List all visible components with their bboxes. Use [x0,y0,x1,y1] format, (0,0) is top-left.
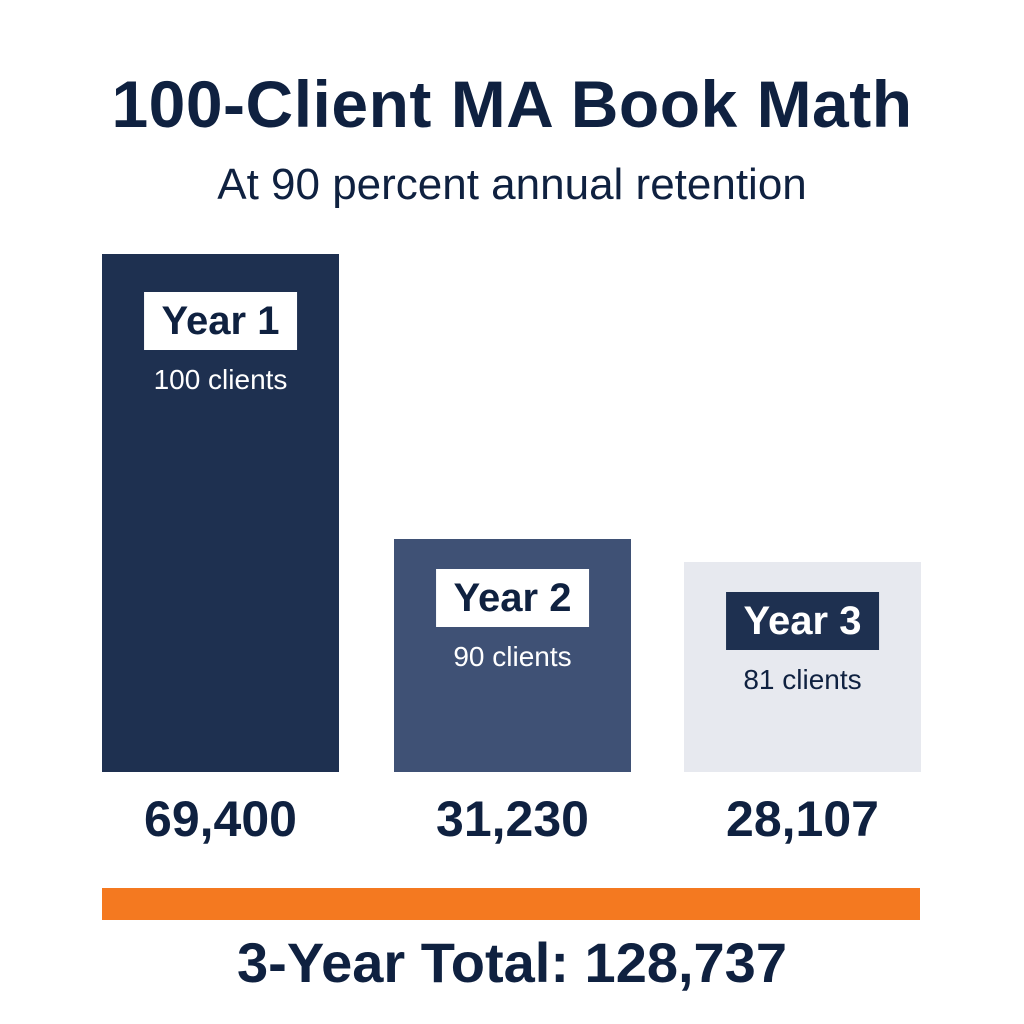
bar-value-label: 69,400 [144,791,297,847]
bar-category-label: Year 2 [435,569,590,627]
chart-title: 100-Client MA Book Math [111,67,913,141]
bar-category-label: Year 3 [725,592,880,650]
bar-clients-label: 100 clients [153,364,288,395]
total-divider-bar [102,888,920,920]
chart-subtitle: At 90 percent annual retention [217,160,807,209]
bar-year-1: Year 1 100 clients [102,254,339,772]
bar-category-label: Year 1 [143,292,298,350]
bar-year-2: Year 2 90 clients [394,539,631,772]
bar-value-label: 31,230 [436,791,589,847]
bar-clients-label: 90 clients [453,641,572,672]
bar-value-label: 28,107 [726,791,879,847]
bar-clients-label: 81 clients [743,664,862,695]
bar-year-3: Year 3 81 clients [684,562,921,772]
three-year-total: 3-Year Total: 128,737 [237,931,787,994]
